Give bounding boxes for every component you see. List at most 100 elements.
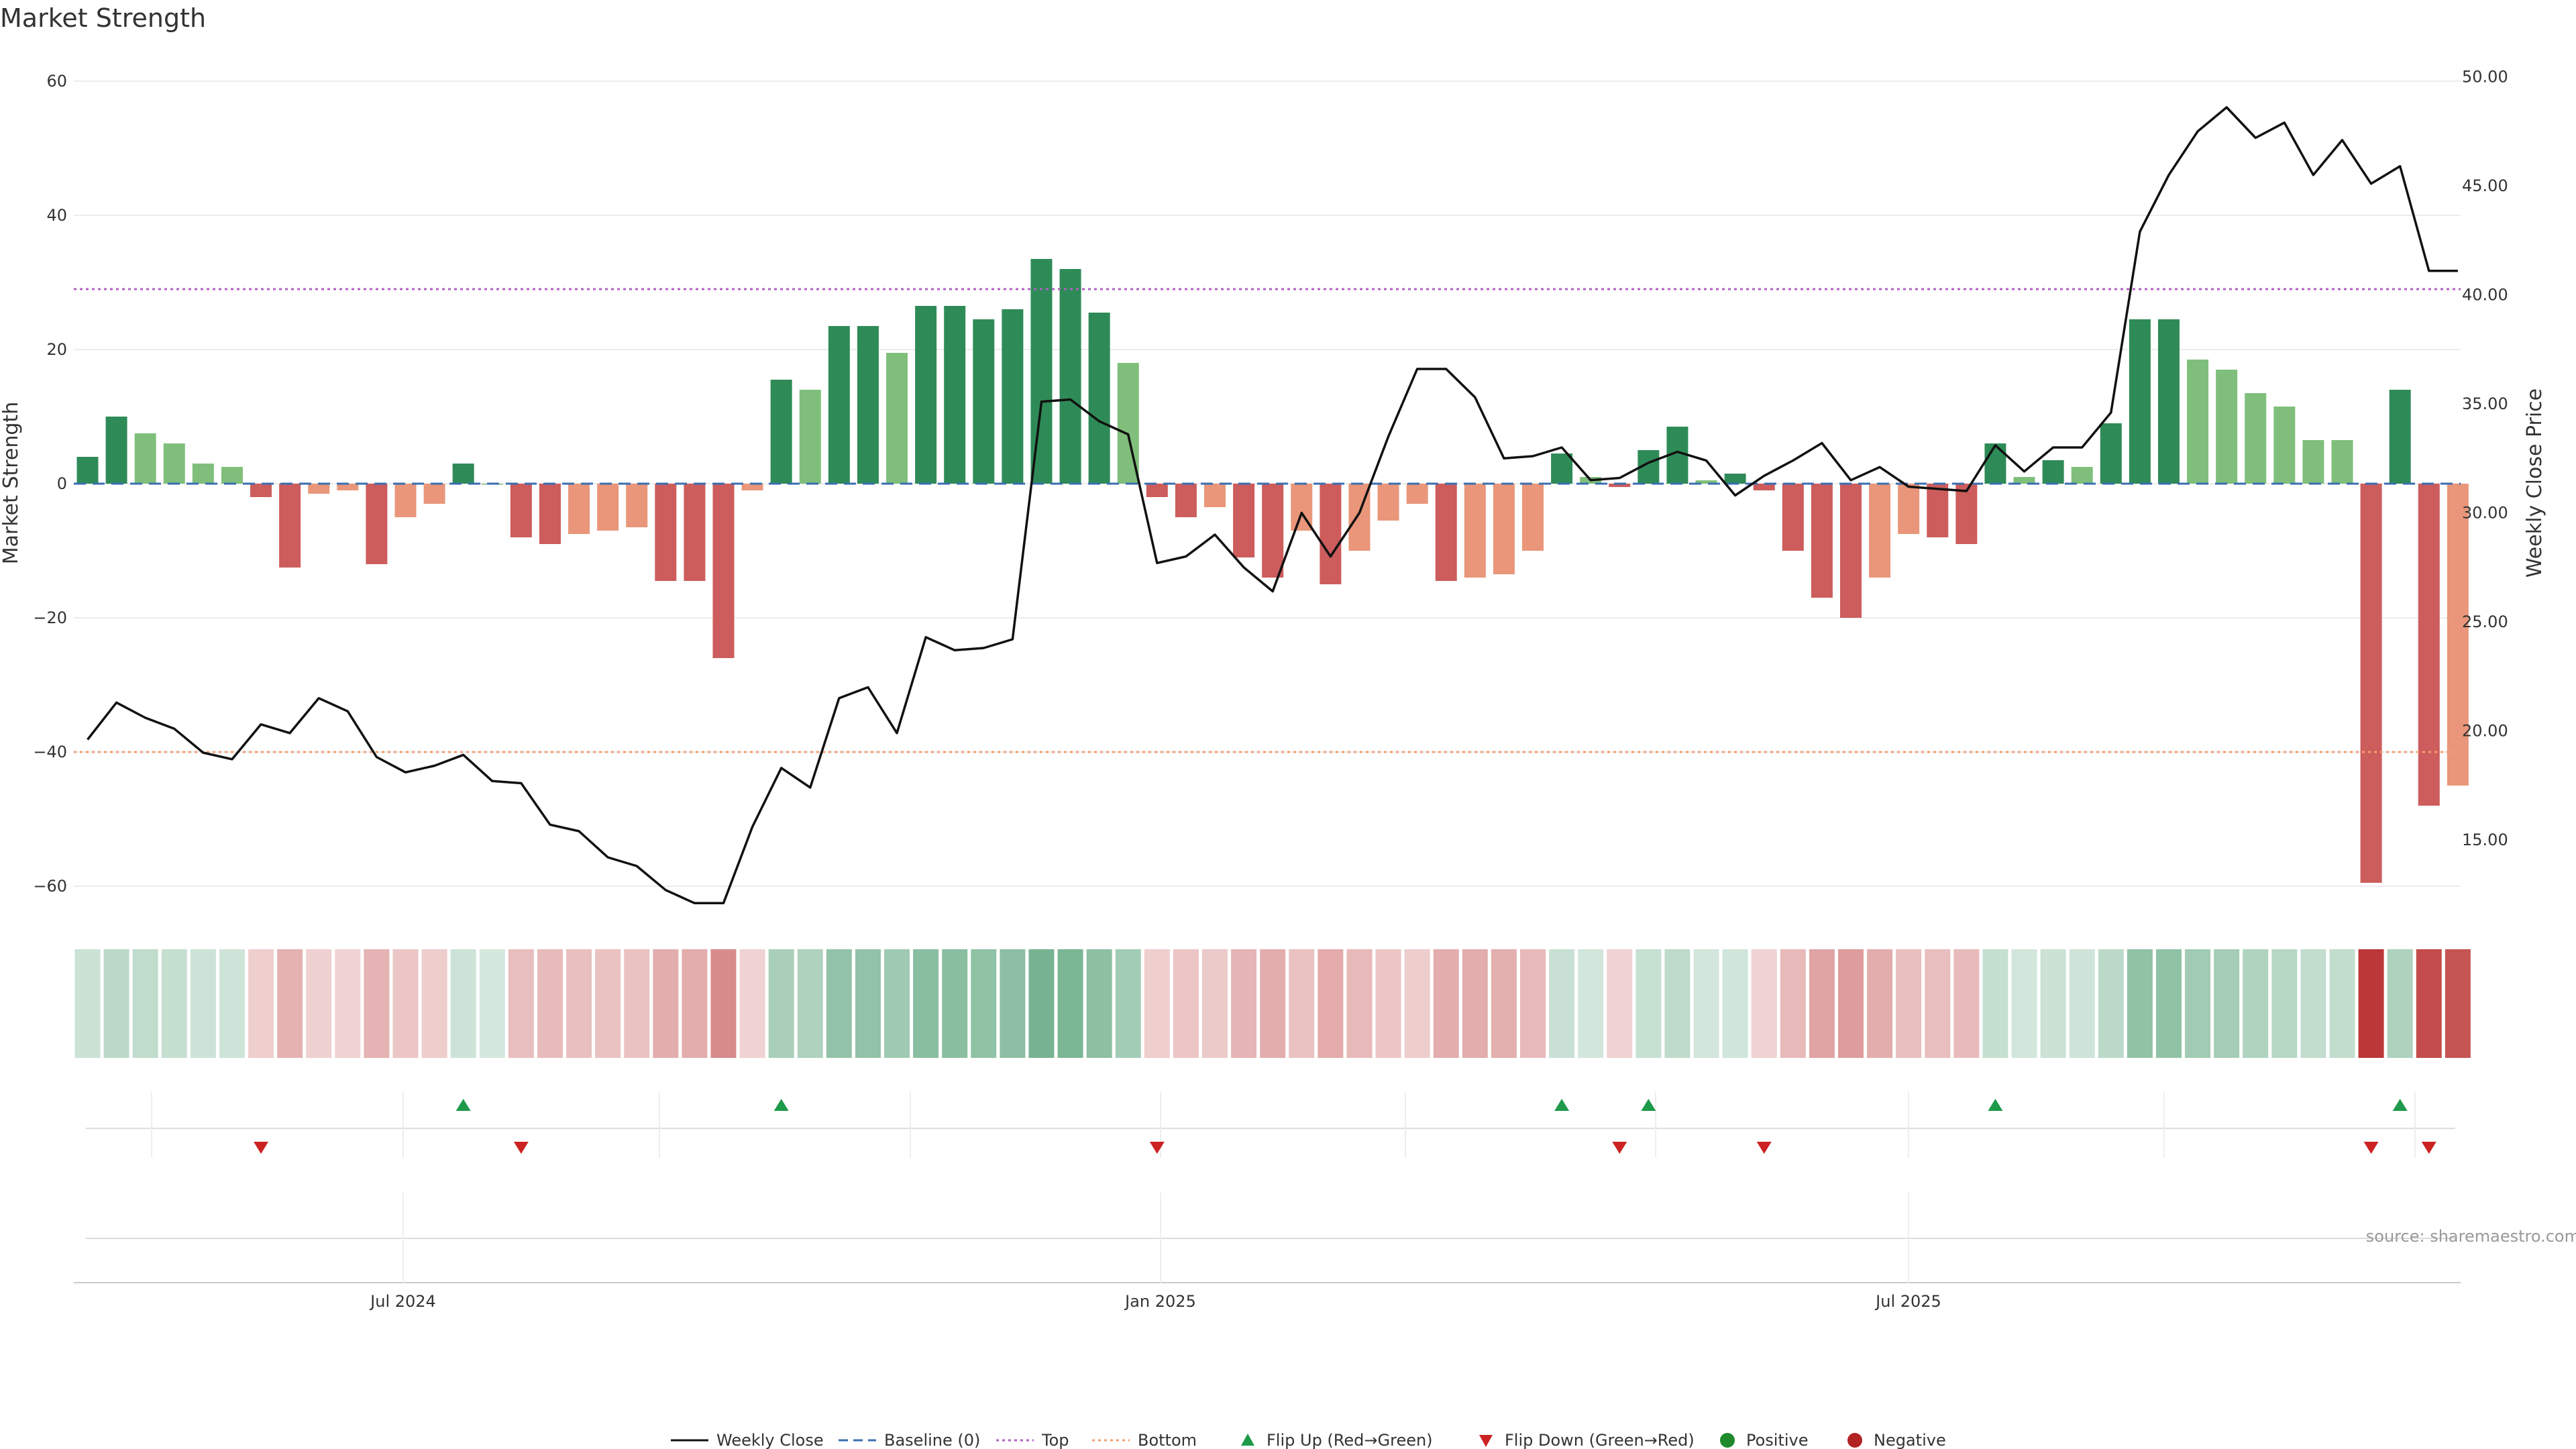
y2-tick-label: 25.00 (2462, 612, 2508, 631)
strength-bar (1522, 484, 1544, 551)
source-label: source: sharemaestro.com (2366, 1227, 2576, 1246)
strength-heatmap-strip (74, 949, 2471, 1058)
heatmap-cell (2040, 949, 2066, 1058)
y2-tick-label: 45.00 (2462, 176, 2508, 195)
strength-bar (1839, 484, 1862, 618)
heatmap-cell (1260, 949, 1286, 1058)
strength-bar (1927, 484, 1949, 537)
legend-item: Flip Down (Green→Red) (1479, 1431, 1695, 1449)
heatmap-cell (248, 949, 274, 1058)
legend-item: Positive (1720, 1431, 1809, 1449)
strength-bar (2100, 423, 2122, 484)
legend-item: Top (996, 1431, 1069, 1449)
heatmap-cell (1433, 949, 1459, 1058)
strength-bar (2245, 393, 2267, 484)
strength-bar (1435, 484, 1457, 581)
y-tick-label: 0 (57, 474, 67, 493)
heatmap-cell (855, 949, 881, 1058)
chart-title: Market Strength (0, 3, 206, 33)
y2-tick-label: 35.00 (2462, 394, 2508, 413)
strength-bar (741, 484, 763, 490)
heatmap-cell (335, 949, 361, 1058)
heatmap-cell (1057, 949, 1083, 1058)
heatmap-cell (277, 949, 303, 1058)
date-axis: Jul 2024 Jan 2025 Jul 2025 (74, 1193, 2461, 1311)
heatmap-cell (1693, 949, 1719, 1058)
strength-bar (423, 484, 445, 504)
heatmap-cell (2358, 949, 2384, 1058)
heatmap-cell (2214, 949, 2240, 1058)
heatmap-cell (1086, 949, 1112, 1058)
heatmap-cell (508, 949, 534, 1058)
y-tick-label: 60 (46, 72, 67, 91)
heatmap-cell (624, 949, 650, 1058)
heatmap-cell (1780, 949, 1806, 1058)
strength-bar (2331, 440, 2353, 484)
x-tick-label: Jul 2024 (369, 1292, 436, 1311)
heatmap-cell (971, 949, 997, 1058)
strength-bar (655, 484, 677, 581)
strength-bar (1406, 484, 1428, 504)
heatmap-cell (2300, 949, 2326, 1058)
strength-bar (2129, 319, 2151, 484)
heatmap-cell (2185, 949, 2211, 1058)
heatmap-cell (2098, 949, 2124, 1058)
heatmap-cell (1867, 949, 1893, 1058)
x-tick-label: Jan 2025 (1124, 1292, 1196, 1311)
heatmap-cell (1144, 949, 1170, 1058)
heatmap-cell (74, 949, 101, 1058)
legend-flip-up-icon (1241, 1434, 1254, 1446)
strength-bar (1811, 484, 1833, 598)
strength-bar (452, 464, 474, 484)
strength-bar (1898, 484, 1920, 534)
heatmap-cell (2243, 949, 2269, 1058)
strength-bar (1551, 453, 1573, 484)
x-tick-label: Jul 2025 (1874, 1292, 1941, 1311)
strength-bar (2447, 484, 2469, 786)
strength-bar (1233, 484, 1255, 557)
flip-down-marker (2363, 1142, 2379, 1154)
y2-tick-label: 30.00 (2462, 504, 2508, 523)
legend-item: Flip Up (Red→Green) (1241, 1431, 1433, 1449)
y2-tick-label: 40.00 (2462, 286, 2508, 305)
heatmap-cell (1751, 949, 1777, 1058)
strength-bar (886, 353, 908, 484)
strength-bar (308, 484, 330, 494)
heatmap-cell (1953, 949, 1980, 1058)
flip-up-marker (455, 1099, 471, 1111)
y2-tick-label: 15.00 (2462, 830, 2508, 849)
strength-bar (279, 484, 301, 568)
heatmap-cell (1028, 949, 1055, 1058)
strength-bar (973, 319, 995, 484)
strength-bar (712, 484, 735, 658)
heatmap-cell (566, 949, 592, 1058)
y-tick-label: 40 (46, 206, 67, 225)
heatmap-cell (682, 949, 708, 1058)
y-tick-label: −60 (33, 877, 67, 896)
heatmap-cell (1231, 949, 1257, 1058)
heatmap-cell (653, 949, 679, 1058)
heatmap-cell (1925, 949, 1951, 1058)
heatmap-cell (1346, 949, 1373, 1058)
heatmap-cell (1549, 949, 1575, 1058)
strength-bar (2157, 319, 2180, 484)
heatmap-cell (1000, 949, 1026, 1058)
strength-bar (134, 433, 156, 484)
strength-bar (366, 484, 388, 564)
strength-bar (76, 457, 99, 484)
heatmap-cell (219, 949, 245, 1058)
flip-up-marker (1988, 1099, 2003, 1111)
heatmap-cell (797, 949, 823, 1058)
strength-bar (394, 484, 417, 517)
heatmap-cell (1289, 949, 1315, 1058)
heatmap-cell (1375, 949, 1401, 1058)
y-tick-label: −40 (33, 743, 67, 761)
strength-bar (1377, 484, 1399, 521)
strength-bar (1030, 259, 1053, 484)
strength-bar (2187, 360, 2209, 484)
heatmap-cell (2011, 949, 2037, 1058)
flip-up-marker (2392, 1099, 2408, 1111)
strength-bar (1955, 484, 1978, 544)
heatmap-cell (2416, 949, 2442, 1058)
strength-bar (2360, 484, 2382, 883)
